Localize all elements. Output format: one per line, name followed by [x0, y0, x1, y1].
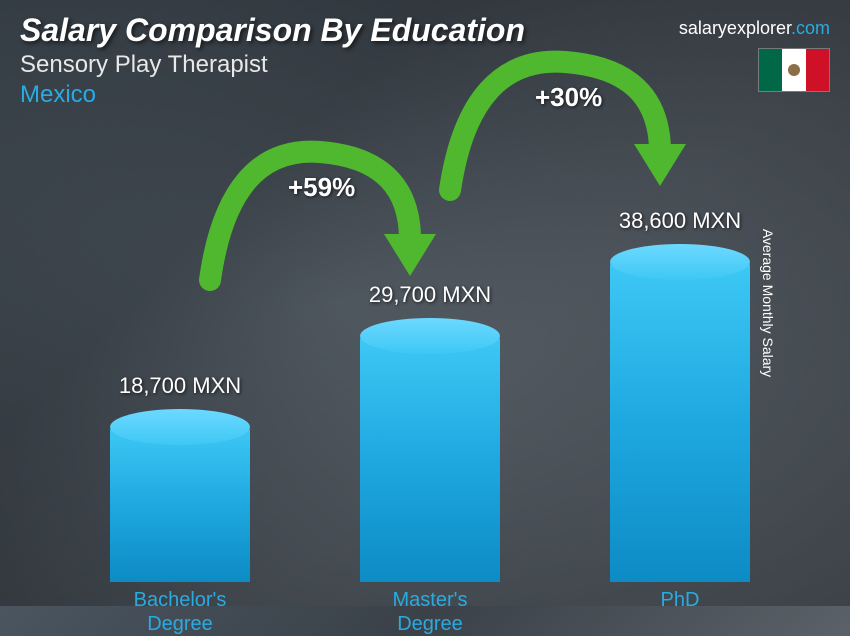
- branding-text: salaryexplorer: [679, 18, 791, 38]
- increase-arrow: +59%: [200, 150, 440, 290]
- bar-value: 38,600 MXN: [619, 208, 741, 234]
- bar-group: 29,700 MXNMaster's Degree: [350, 286, 510, 582]
- chart-title: Salary Comparison By Education: [20, 12, 525, 49]
- increase-percent: +59%: [288, 172, 355, 203]
- bar: 29,700 MXN: [360, 336, 500, 582]
- branding: salaryexplorer.com: [679, 18, 830, 39]
- bar-value: 18,700 MXN: [119, 373, 241, 399]
- chart-subtitle: Sensory Play Therapist: [20, 51, 525, 79]
- bar-group: 38,600 MXNPhD: [600, 212, 760, 582]
- bar-label: Bachelor's Degree: [134, 588, 227, 636]
- bar-group: 18,700 MXNBachelor's Degree: [100, 377, 260, 582]
- y-axis-label: Average Monthly Salary: [760, 229, 776, 377]
- bar: 18,700 MXN: [110, 427, 250, 582]
- bar-label: PhD: [661, 588, 700, 612]
- increase-percent: +30%: [535, 82, 602, 113]
- bar: 38,600 MXN: [610, 262, 750, 582]
- chart-country: Mexico: [20, 81, 525, 109]
- bar-label: Master's Degree: [393, 588, 468, 636]
- header: Salary Comparison By Education Sensory P…: [20, 12, 525, 109]
- mexico-flag-icon: [758, 48, 830, 92]
- branding-domain: .com: [791, 18, 830, 38]
